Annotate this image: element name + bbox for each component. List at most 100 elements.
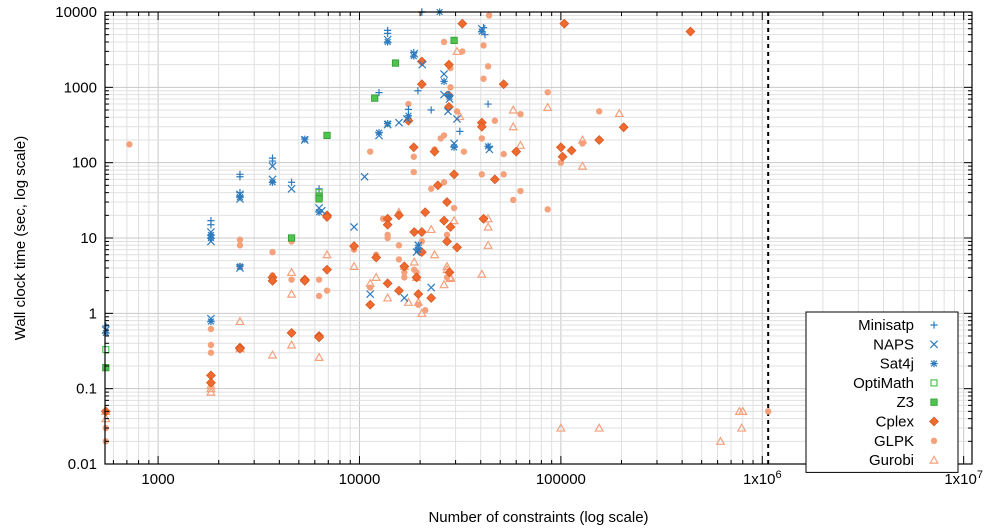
data-point — [452, 242, 462, 253]
data-point — [408, 142, 419, 153]
data-point — [235, 316, 245, 326]
data-point — [301, 135, 309, 143]
y-tick-label: 10 — [80, 230, 97, 247]
data-point — [456, 127, 464, 136]
data-point — [384, 29, 392, 37]
x-tick-labels: 1000 10000 100000 1x106 1x107 — [141, 469, 983, 488]
data-point — [267, 275, 278, 286]
data-point — [401, 269, 408, 276]
data-point — [594, 423, 605, 432]
data-point — [480, 75, 487, 82]
data-point — [382, 219, 393, 230]
legend-marker — [929, 455, 939, 464]
data-point — [416, 56, 427, 67]
data-point — [566, 145, 577, 156]
x-tick-label: 1x106 — [743, 469, 782, 488]
data-point — [426, 293, 437, 303]
data-point — [500, 150, 507, 158]
data-point — [476, 269, 487, 278]
data-point — [236, 193, 244, 201]
y-tick-label: 0.1 — [76, 381, 97, 398]
data-point — [394, 285, 404, 296]
legend-marker — [930, 379, 938, 387]
data-point — [478, 135, 486, 142]
data-point — [414, 246, 422, 254]
data-point — [286, 267, 297, 276]
x-tick-label: 10000 — [339, 471, 381, 488]
data-point — [484, 100, 492, 108]
data-point — [395, 256, 403, 263]
data-point — [429, 249, 440, 259]
data-point — [450, 139, 459, 148]
legend-label: Cplex — [876, 414, 915, 431]
data-point — [395, 242, 403, 249]
data-point — [236, 173, 244, 181]
data-point — [416, 79, 427, 90]
data-point — [415, 301, 422, 308]
legend-marker-sat4j — [930, 360, 938, 368]
data-point — [442, 261, 452, 270]
data-point — [485, 12, 493, 19]
data-point — [427, 106, 435, 114]
data-point — [460, 148, 468, 155]
data-point — [715, 436, 726, 445]
data-point — [102, 322, 110, 330]
data-point — [429, 146, 440, 157]
data-point — [491, 117, 499, 124]
data-point — [322, 249, 332, 259]
data-point — [267, 349, 278, 359]
legend-label: Minisatp — [858, 317, 914, 334]
data-point — [445, 93, 454, 101]
data-point — [459, 48, 466, 55]
data-point — [484, 63, 492, 70]
series-z3 — [102, 36, 458, 372]
data-point — [447, 84, 454, 91]
legend-label: NAPS — [873, 336, 914, 353]
data-point — [371, 272, 381, 281]
data-point — [455, 111, 465, 121]
x-tick-label: 100000 — [536, 471, 586, 488]
series-minisatp — [102, 8, 493, 330]
data-point — [478, 171, 486, 178]
data-point — [315, 185, 323, 193]
y-tick-label: 0.01 — [68, 456, 97, 473]
data-point — [457, 18, 468, 29]
data-point — [371, 252, 382, 263]
data-point — [287, 184, 296, 193]
data-point — [476, 121, 487, 132]
data-point — [737, 406, 748, 415]
data-point — [315, 276, 323, 283]
data-point — [403, 297, 414, 306]
legend-marker-optimath — [930, 379, 938, 387]
data-point — [391, 59, 400, 67]
data-point — [207, 317, 215, 326]
data-point — [286, 289, 297, 298]
data-point — [500, 171, 507, 178]
series-glpk — [102, 12, 772, 445]
data-point — [450, 143, 458, 151]
data-point — [685, 26, 696, 37]
data-point — [445, 222, 456, 232]
data-point — [416, 227, 427, 237]
legend-marker-naps — [929, 340, 939, 349]
x-tick-label: 1x107 — [944, 469, 983, 488]
data-point — [420, 207, 431, 218]
x-tick-label: 1000 — [141, 471, 174, 488]
data-point — [360, 172, 369, 181]
data-point — [440, 179, 448, 186]
data-point — [126, 141, 133, 148]
data-point — [442, 197, 452, 207]
data-point — [268, 178, 277, 186]
data-point — [410, 153, 417, 160]
data-point — [555, 142, 566, 153]
data-point — [483, 221, 493, 231]
x-axis-title: Number of constraints (log scale) — [428, 509, 648, 526]
data-point — [207, 234, 215, 242]
data-point — [452, 46, 462, 55]
legend-marker — [930, 360, 938, 368]
y-tick-label: 1 — [89, 305, 97, 322]
data-point — [102, 346, 110, 354]
data-point — [489, 174, 500, 185]
data-point — [413, 289, 424, 300]
data-point — [544, 206, 551, 213]
